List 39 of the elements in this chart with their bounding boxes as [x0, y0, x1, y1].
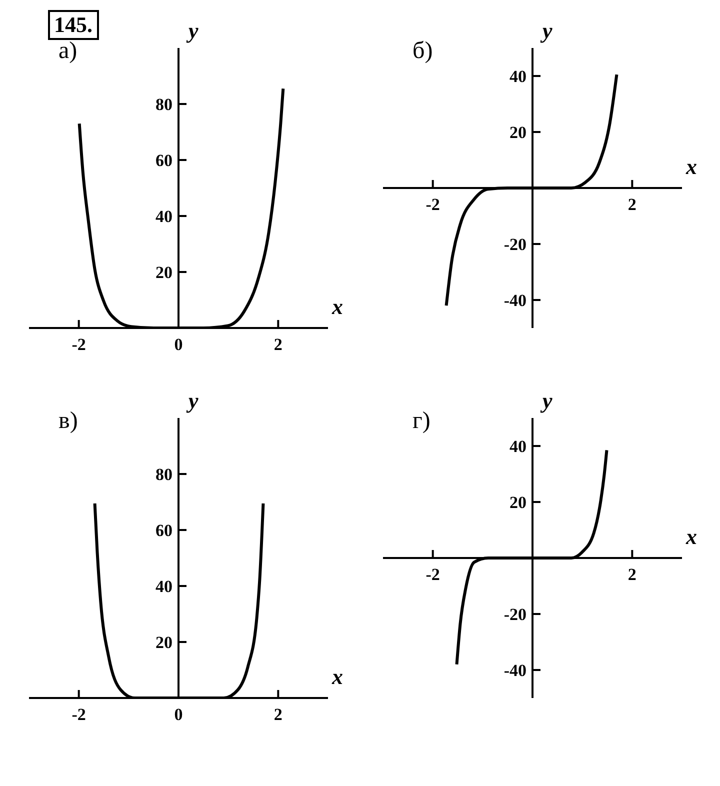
y-tick-label: 20 [510, 493, 526, 512]
x-tick-label: 0 [174, 705, 183, 724]
y-tick-label: 60 [156, 151, 172, 170]
x-tick-label: -2 [426, 195, 440, 214]
y-tick-label: 40 [156, 577, 172, 596]
x-tick-label: -2 [72, 335, 86, 354]
y-tick-label: 20 [510, 123, 526, 142]
x-axis-title: x [332, 664, 343, 690]
x-tick-label: 2 [274, 335, 282, 354]
y-tick-label: 20 [156, 263, 172, 282]
chart-title: в) [58, 408, 78, 435]
x-tick-label: 0 [174, 335, 183, 354]
y-axis-title: y [542, 18, 552, 44]
y-tick-label: 40 [510, 437, 526, 456]
x-axis-title: x [332, 294, 343, 320]
chart-title: г) [412, 408, 430, 435]
x-axis-title: x [686, 524, 697, 550]
chart-title: б) [412, 38, 433, 65]
y-axis-title: y [542, 388, 552, 414]
y-tick-label: 40 [156, 207, 172, 226]
x-tick-label: 2 [274, 705, 282, 724]
y-tick-label: 20 [156, 633, 172, 652]
y-axis-title: y [188, 388, 198, 414]
x-tick-label: 2 [628, 195, 636, 214]
y-axis-title: y [188, 18, 198, 44]
chart-title: а) [58, 38, 78, 65]
y-tick-label: -40 [504, 661, 526, 680]
y-tick-label: 60 [156, 521, 172, 540]
x-axis-title: x [686, 154, 697, 180]
x-tick-label: -2 [426, 565, 440, 584]
y-tick-label: -20 [504, 235, 526, 254]
y-tick-label: 40 [510, 67, 526, 86]
text: 145. [54, 12, 92, 37]
y-tick-label: -20 [504, 605, 526, 624]
x-tick-label: -2 [72, 705, 86, 724]
x-tick-label: 2 [628, 565, 636, 584]
y-tick-label: 80 [156, 95, 172, 114]
y-tick-label: 80 [156, 465, 172, 484]
y-tick-label: -40 [504, 291, 526, 310]
